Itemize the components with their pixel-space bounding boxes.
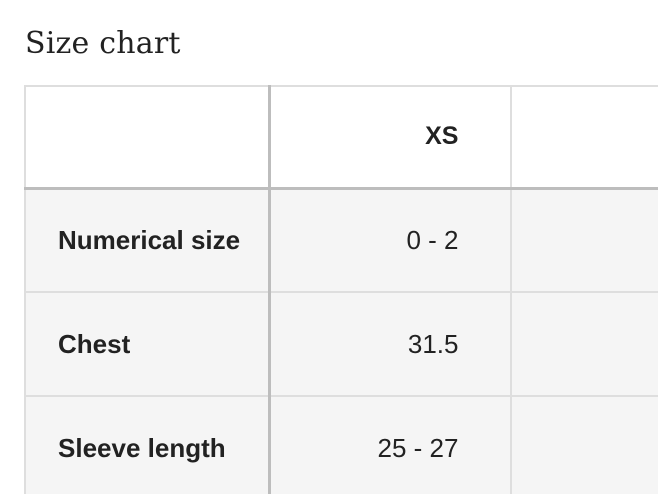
cell-chest-xs: 31.5 — [269, 292, 513, 397]
row-label-sleeve-length: Sleeve length — [23, 396, 271, 494]
table-row: Chest 31.5 — [23, 292, 658, 397]
corner-cell — [23, 85, 271, 190]
table-row: Sleeve length 25 - 27 — [23, 396, 658, 494]
table-row: Numerical size 0 - 2 — [23, 188, 658, 293]
page-title: Size chart — [25, 26, 181, 61]
cell-sleeve-length-next — [511, 396, 658, 494]
cell-chest-next — [511, 292, 658, 397]
cell-sleeve-length-xs: 25 - 27 — [269, 396, 513, 494]
column-header-next — [511, 85, 658, 190]
size-chart-table: XS Numerical size 0 - 2 Chest 31.5 Sleev… — [23, 85, 658, 494]
table-header-row: XS — [23, 85, 658, 190]
cell-numerical-size-xs: 0 - 2 — [269, 188, 513, 293]
row-label-numerical-size: Numerical size — [23, 188, 271, 293]
cell-numerical-size-next — [511, 188, 658, 293]
column-header-xs: XS — [269, 85, 513, 190]
row-label-chest: Chest — [23, 292, 271, 397]
